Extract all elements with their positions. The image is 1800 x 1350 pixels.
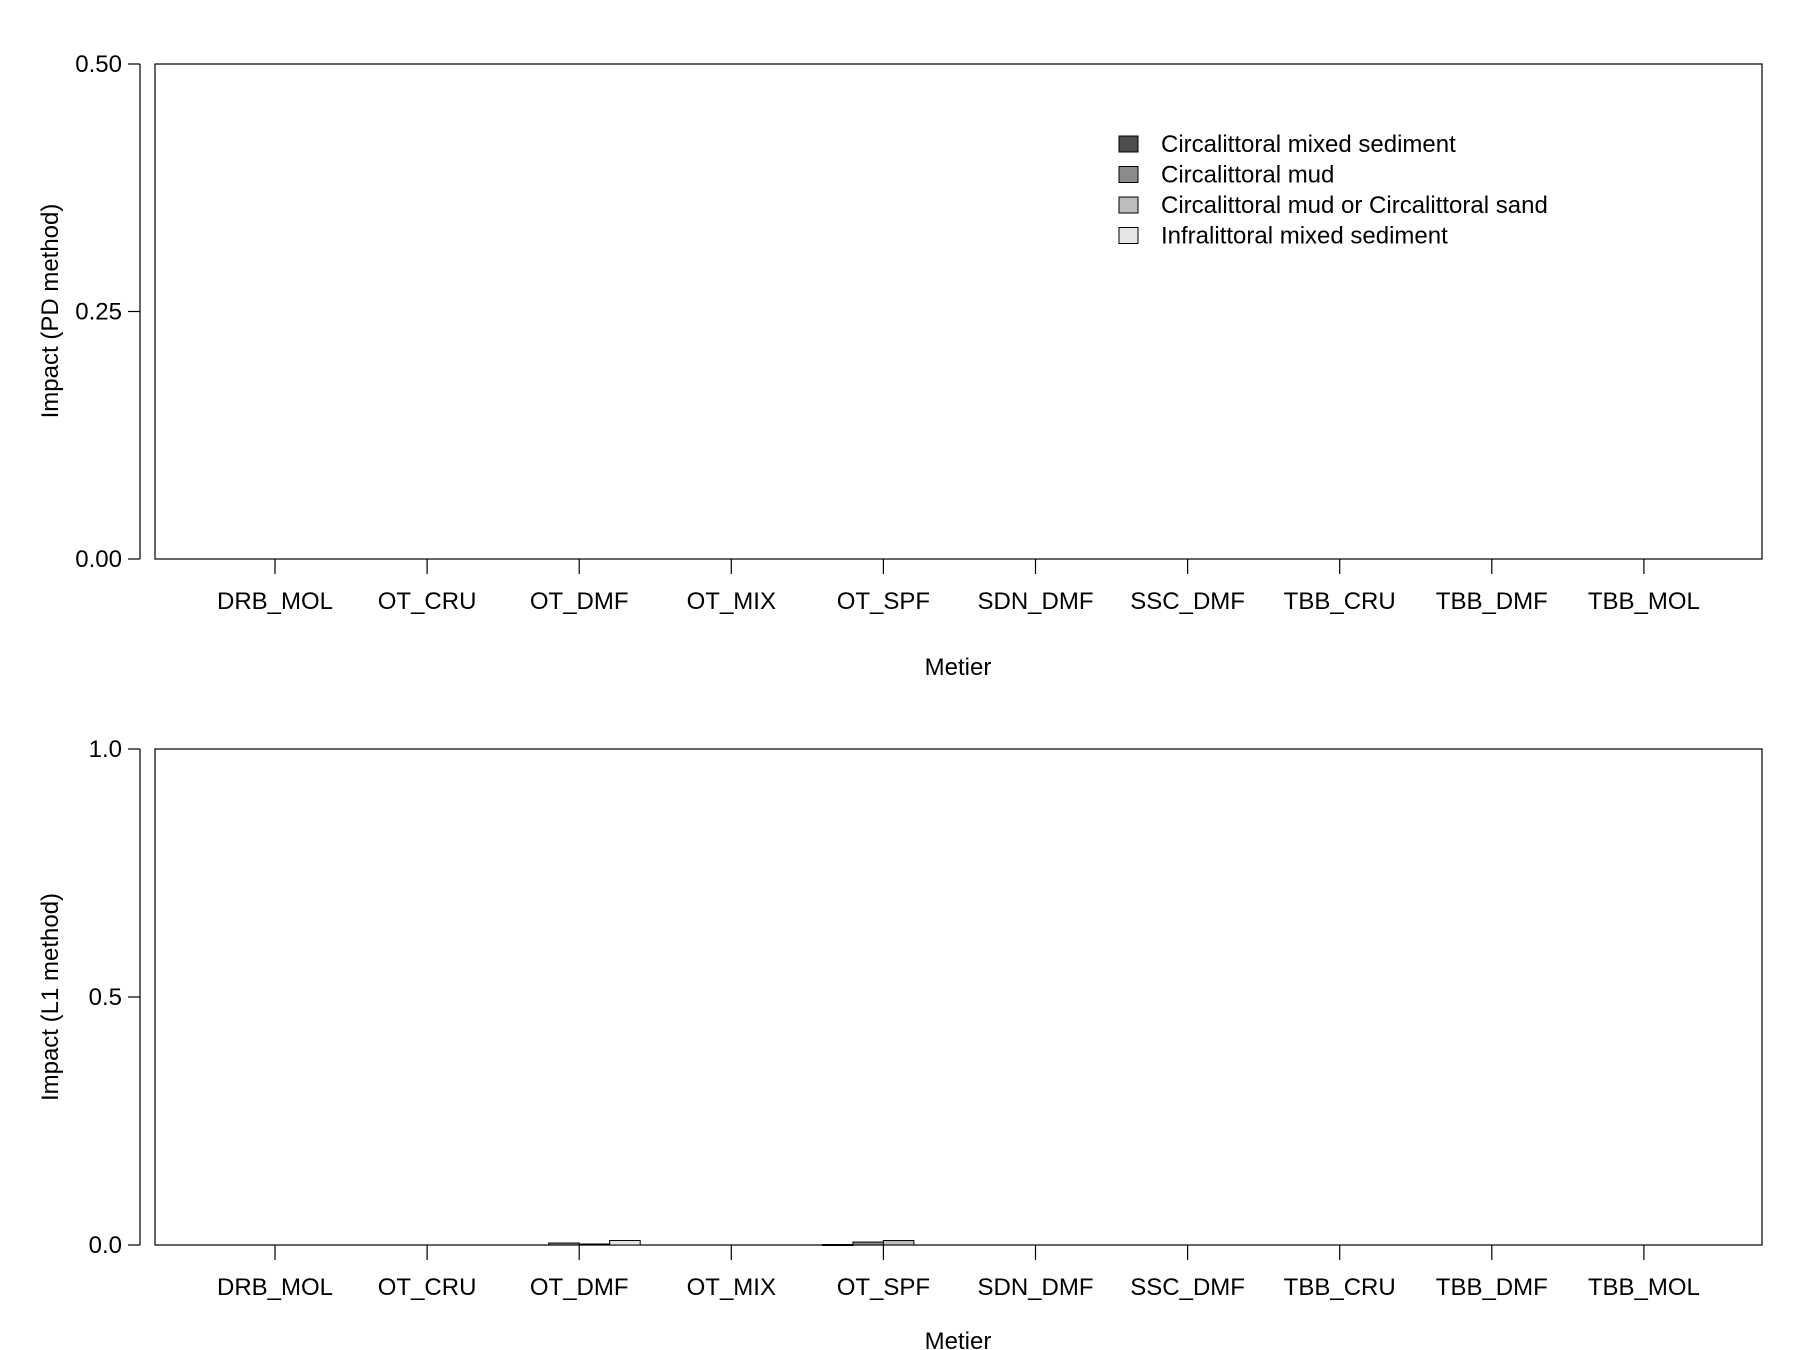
legend-swatch [1118, 166, 1139, 183]
x-tick-label: TBB_DMF [1436, 588, 1548, 615]
legend-label: Circalittoral mud or Circalittoral sand [1161, 192, 1548, 219]
y-axis-title-pd: Impact (PD method) [37, 204, 64, 419]
y-tick-label: 1.0 [89, 736, 122, 763]
legend-swatch [1118, 227, 1139, 244]
bar [609, 1240, 641, 1246]
x-tick-label: SSC_DMF [1130, 588, 1245, 615]
x-tick-label: TBB_MOL [1588, 588, 1700, 615]
plot-frame-l1 [154, 748, 1763, 1246]
x-tick-label: OT_DMF [530, 1274, 629, 1301]
chart-panel-l1: 0.0 0.5 1.0 DRB_MOL OT_CRU OT_DMF OT_MIX OT_SP… [37, 736, 1763, 1350]
x-tick-label: OT_CRU [378, 588, 477, 615]
x-axis-l1: DRB_MOL OT_CRU OT_DMF OT_MIX OT_SPF SDN_DMF SS… [217, 1245, 1700, 1301]
x-tick-label: DRB_MOL [217, 1274, 333, 1301]
bar [578, 1243, 611, 1246]
y-tick-label: 0.0 [89, 1232, 122, 1259]
y-tick-label: 0.25 [75, 299, 122, 326]
x-tick-label: TBB_CRU [1284, 1274, 1396, 1301]
x-tick-label: OT_DMF [530, 588, 629, 615]
bar [852, 1241, 884, 1246]
legend-label: Circalittoral mixed sediment [1161, 131, 1456, 158]
y-axis-title-l1: Impact (L1 method) [37, 893, 64, 1101]
bar [882, 1240, 915, 1246]
bar [821, 1244, 854, 1247]
x-tick-label: OT_SPF [837, 588, 930, 615]
y-tick-label: 0.00 [75, 546, 122, 573]
x-tick-label: SSC_DMF [1130, 1274, 1245, 1301]
legend-swatch [1118, 135, 1139, 153]
x-axis-title-pd: Metier [925, 654, 992, 681]
x-tick-label: DRB_MOL [217, 588, 333, 615]
x-tick-label: SDN_DMF [977, 1274, 1093, 1301]
y-tick-label: 0.5 [89, 984, 122, 1011]
legend: Circalittoral mixed sediment Circalittora… [1118, 131, 1548, 250]
x-axis-pd: DRB_MOL OT_CRU OT_DMF OT_MIX OT_SPF SDN_DMF SS… [217, 559, 1700, 615]
x-tick-label: OT_MIX [687, 1274, 776, 1301]
y-tick-label: 0.50 [75, 51, 122, 78]
chart-panel-pd: 0.00 0.25 0.50 DRB_MOL OT_CRU OT_DMF OT_MIX OT… [37, 51, 1763, 681]
x-tick-label: OT_CRU [378, 1274, 477, 1301]
x-tick-label: OT_MIX [687, 588, 776, 615]
x-tick-label: TBB_CRU [1284, 588, 1396, 615]
legend-label: Infralittoral mixed sediment [1161, 223, 1448, 250]
x-tick-label: TBB_DMF [1436, 1274, 1548, 1301]
x-tick-label: OT_SPF [837, 1274, 930, 1301]
x-tick-label: SDN_DMF [977, 588, 1093, 615]
x-axis-title-l1: Metier [925, 1328, 992, 1350]
x-tick-label: TBB_MOL [1588, 1274, 1700, 1301]
y-axis-pd: 0.00 0.25 0.50 [75, 51, 141, 573]
y-axis-l1: 0.0 0.5 1.0 [89, 736, 141, 1259]
plot-frame-pd [154, 63, 1763, 560]
bars-l1 [548, 1240, 915, 1247]
legend-label: Circalittoral mud [1161, 162, 1334, 189]
legend-swatch [1118, 196, 1139, 214]
bar [548, 1242, 580, 1246]
